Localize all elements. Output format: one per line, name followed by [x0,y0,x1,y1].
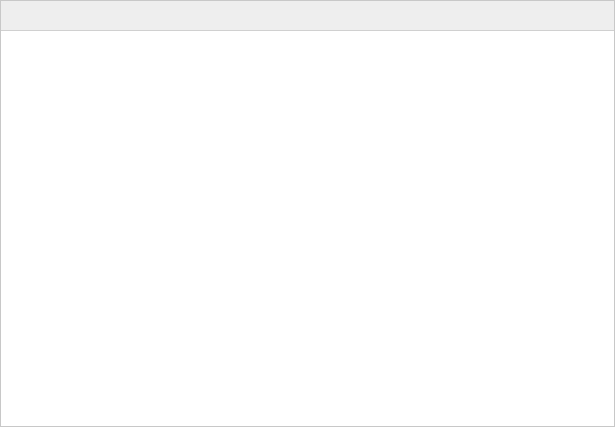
title-bar [1,1,614,31]
main-content [1,31,614,426]
